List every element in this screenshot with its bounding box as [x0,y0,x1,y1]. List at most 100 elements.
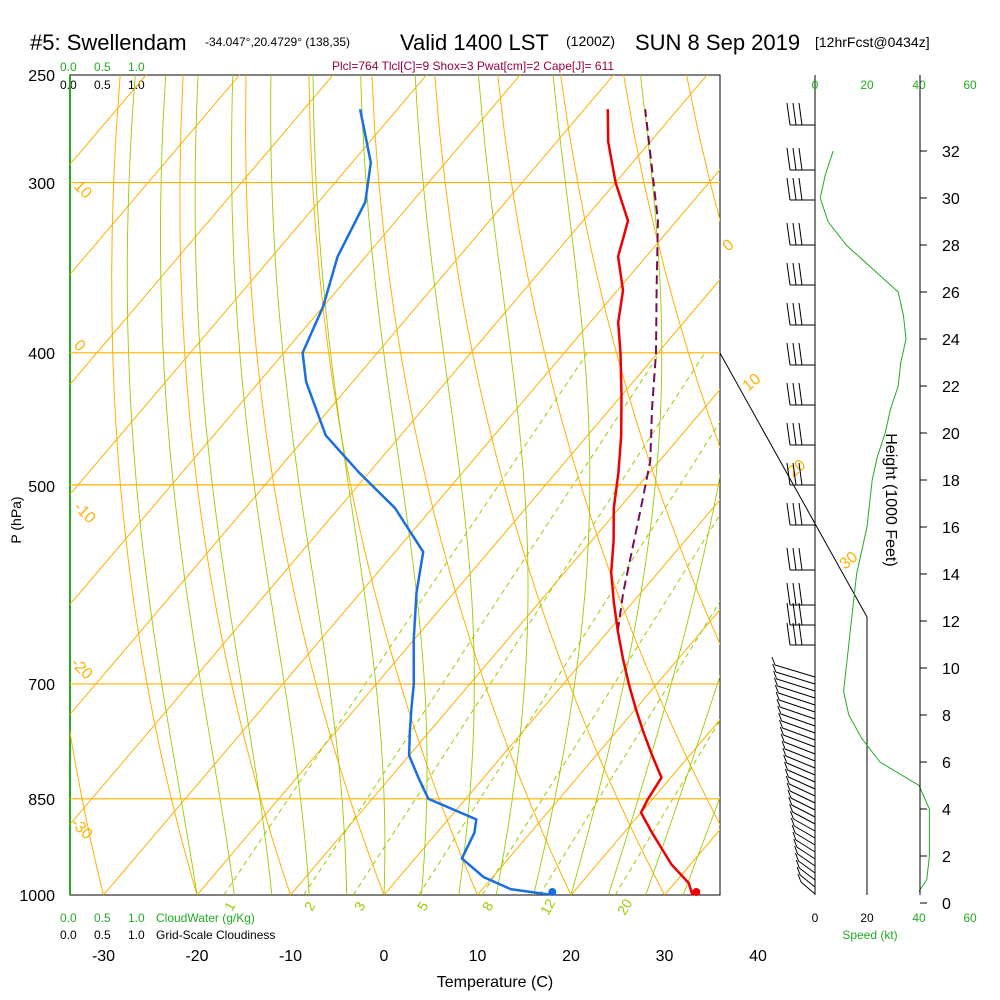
wind-barb-feather [792,262,797,286]
height-tick-label: 0 [942,896,951,913]
cloudiness-tick: 1.0 [128,78,145,92]
isotherm-line [70,75,241,276]
wind-barb [793,818,816,832]
dry-adiabat-line [560,75,720,646]
wind-barb-feather [795,852,799,862]
wind-barb [775,671,816,685]
height-tick-label: 16 [942,520,960,537]
speed-tick: 40 [912,78,926,92]
cloudwater-tick: 1.0 [128,911,145,925]
moist-adiabat-line [194,75,273,895]
wind-barb [782,727,816,741]
mixing-ratio-label: 3 [351,899,369,914]
wind-barbs [771,102,816,895]
cloudwater-tick: 1.0 [128,60,145,74]
wind-barb-feather [792,582,797,606]
moist-adiabat-line [533,75,591,895]
wind-barb-feather [786,462,791,486]
wind-barb-feather [798,602,803,626]
wind-barb [795,839,816,853]
wind-barb [798,860,816,874]
pressure-tick-label: 700 [28,677,55,694]
mixing-ratio-label: 8 [479,899,497,914]
height-tick-label: 6 [942,755,951,772]
wind-barb [780,713,816,727]
wind-barb [779,706,816,720]
wind-barb-feather [786,177,791,201]
temperature-tick-label: -10 [279,948,302,965]
height-tick-label: 12 [942,614,960,631]
wind-barb-feather [786,302,791,326]
cloudiness-tick: 0.0 [60,78,77,92]
wind-barb [797,853,816,867]
cloudiness-label: Grid-Scale Cloudiness [156,928,275,942]
height-tick-label: 4 [942,802,951,819]
dry-adiabat-line [179,75,291,895]
speed-axis-label: Speed (kt) [842,928,897,942]
wind-barb-feather [786,602,791,626]
wind-barb-feather [786,262,791,286]
moist-adiabat-line [231,75,310,895]
speed-tick: 0 [812,911,819,925]
wind-barb [785,755,816,769]
wind-barb-feather [781,740,786,750]
wind-barb-feather [775,691,780,701]
wind-barb-feather [798,502,803,526]
mixing-ratio-grid [223,352,720,895]
wind-barb-feather [786,622,791,646]
isotherm-line [383,498,720,895]
wind-barb-feather [790,817,795,827]
wind-barb [786,762,816,776]
speed-tick: 60 [963,911,977,925]
wind-barb-feather [792,177,797,201]
temperature-tick-label: -30 [92,948,115,965]
wind-barb-feather [788,796,793,806]
wind-barb-feather [783,754,788,764]
wind-barb-feather [786,102,791,126]
parcel-line [616,109,659,632]
height-tick-label: 20 [942,426,960,443]
wind-barb-feather [792,382,797,406]
isobar-grid [70,181,720,800]
wind-barb [784,741,816,755]
wind-barb-feather [792,302,797,326]
dry-adiabat-line [308,75,478,895]
wind-barb [789,790,816,804]
wind-barb [799,874,816,888]
isotherm-line [70,75,334,386]
surface-dewpoint-marker [548,888,557,896]
height-axis-label: Height (1000 Feet) [882,433,899,566]
moist-adiabat-grid [126,75,720,895]
wind-barb [779,699,816,713]
wind-barb-feather [786,502,791,526]
mixing-ratio-line [481,513,720,895]
height-tick-label: 24 [942,332,960,349]
wind-barb-feather [779,719,783,729]
wind-barb-feather [792,147,797,171]
wind-barb-feather [786,422,791,446]
dry-adiabat-line [0,75,10,895]
cloudwater-scale-bottom: 0.0 0.5 1.0 CloudWater (g/Kg) 0.0 0.5 1.… [60,911,275,942]
params-line: Plcl=764 Tlcl[C]=9 Shox=3 Pwat[cm]=2 Cap… [332,59,614,73]
temperature-tick-label: 20 [562,948,580,965]
wind-barb [777,685,816,699]
wind-barb-feather [792,622,797,646]
wind-barb-feather [784,768,789,778]
wind-barb-feather [784,761,789,771]
wind-barb-feather [771,656,776,666]
speed-tick: 40 [912,911,926,925]
mixing-ratio-label: 5 [414,899,432,914]
title-station: #5: Swellendam [30,30,187,55]
height-tick-label: 22 [942,379,960,396]
wind-barb [794,825,816,839]
isotherm-label: 10 [70,178,95,203]
wind-barb [781,720,816,734]
y-axis-label: P (hPa) [8,496,24,543]
wind-barb-feather [797,873,802,883]
isotherm-line [477,608,720,895]
wind-barb-feather [798,582,803,606]
dry-adiabat-line [434,75,665,895]
wind-barb-feather [786,342,791,366]
isotherm-label: 20 [785,457,810,482]
wind-barb [783,734,816,748]
